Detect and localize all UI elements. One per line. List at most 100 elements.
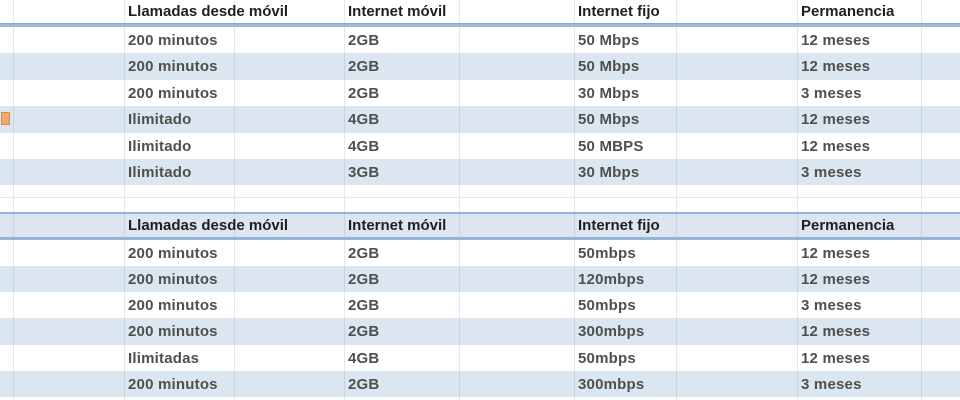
cell[interactable] [460,185,575,197]
cell[interactable]: 200 minutos [125,266,235,292]
cell[interactable] [235,185,345,197]
cell[interactable]: 4GB [345,106,460,133]
cell[interactable]: 50 Mbps [575,27,677,53]
cell[interactable] [677,185,798,197]
cell[interactable]: 200 minutos [125,240,235,266]
cell[interactable] [460,80,575,106]
cell[interactable]: 50mbps [575,345,677,371]
cell[interactable] [0,185,14,197]
header-cell-internet-fijo[interactable]: Internet fijo [575,0,677,23]
cell[interactable] [14,214,125,237]
cell[interactable] [677,0,798,23]
cell[interactable] [14,292,125,318]
cell[interactable]: 2GB [345,318,460,345]
header-cell-permanencia[interactable]: Permanencia [798,0,922,23]
cell[interactable]: 2GB [345,240,460,266]
cell[interactable] [14,106,125,133]
cell[interactable]: 4GB [345,345,460,371]
cell[interactable]: 200 minutos [125,292,235,318]
cell[interactable] [922,240,960,266]
cell[interactable] [677,292,798,318]
cell[interactable] [14,345,125,371]
cell[interactable]: 2GB [345,80,460,106]
cell[interactable]: 50 Mbps [575,106,677,133]
cell[interactable] [922,266,960,292]
cell[interactable] [0,214,14,237]
cell[interactable] [235,292,345,318]
header-cell-llamadas[interactable]: Llamadas desde móvil [125,0,288,23]
cell[interactable] [235,80,345,106]
cell[interactable] [460,133,575,159]
cell[interactable] [14,53,125,80]
cell[interactable] [922,0,960,23]
cell[interactable] [922,318,960,345]
cell[interactable] [0,266,14,292]
cell[interactable] [0,0,14,23]
cell[interactable] [235,318,345,345]
cell[interactable] [0,27,14,53]
cell[interactable] [345,198,460,212]
cell[interactable] [235,266,345,292]
cell[interactable] [14,80,125,106]
cell[interactable] [922,53,960,80]
cell[interactable] [460,345,575,371]
cell[interactable] [677,318,798,345]
cell[interactable] [677,240,798,266]
header-cell-permanencia[interactable]: Permanencia [798,214,922,237]
header-cell-internet-movil[interactable]: Internet móvil [345,214,460,237]
cell[interactable] [460,292,575,318]
cell[interactable]: 30 Mbps [575,80,677,106]
cell[interactable] [235,133,345,159]
cell[interactable] [798,185,922,197]
cell[interactable]: 200 minutos [125,371,235,397]
cell[interactable] [460,214,575,237]
cell[interactable] [0,53,14,80]
cell[interactable] [14,133,125,159]
cell[interactable] [460,106,575,133]
cell[interactable] [14,266,125,292]
cell[interactable] [677,159,798,185]
cell[interactable] [235,0,345,23]
cell[interactable]: 200 minutos [125,318,235,345]
cell[interactable]: 200 minutos [125,80,235,106]
cell[interactable] [460,318,575,345]
cell[interactable] [677,80,798,106]
cell[interactable] [0,198,14,212]
cell[interactable] [575,198,677,212]
cell[interactable]: 12 meses [798,266,922,292]
cell[interactable] [0,292,14,318]
cell[interactable] [922,292,960,318]
cell[interactable] [125,198,235,212]
cell[interactable]: 2GB [345,53,460,80]
cell[interactable] [922,80,960,106]
cell[interactable] [14,198,125,212]
cell[interactable] [14,240,125,266]
cell[interactable]: 50 MBPS [575,133,677,159]
cell[interactable] [677,266,798,292]
cell[interactable]: 12 meses [798,27,922,53]
cell[interactable] [0,159,14,185]
cell[interactable] [922,133,960,159]
cell[interactable]: 50 Mbps [575,53,677,80]
cell[interactable] [922,345,960,371]
cell[interactable]: 3GB [345,159,460,185]
cell[interactable] [235,345,345,371]
cell[interactable]: 3 meses [798,371,922,397]
cell[interactable]: 120mbps [575,266,677,292]
header-cell-internet-movil[interactable]: Internet móvil [345,0,460,23]
cell[interactable]: 200 minutos [125,27,235,53]
cell[interactable] [235,53,345,80]
cell[interactable] [460,198,575,212]
cell[interactable] [235,198,345,212]
cell[interactable] [677,133,798,159]
cell[interactable] [922,198,960,212]
cell[interactable] [0,106,14,133]
cell[interactable] [460,0,575,23]
cell[interactable] [0,318,14,345]
cell[interactable] [677,27,798,53]
cell[interactable]: 200 minutos [125,53,235,80]
cell[interactable] [345,185,460,197]
cell[interactable]: 50mbps [575,292,677,318]
cell[interactable] [235,159,345,185]
cell[interactable]: 50mbps [575,240,677,266]
